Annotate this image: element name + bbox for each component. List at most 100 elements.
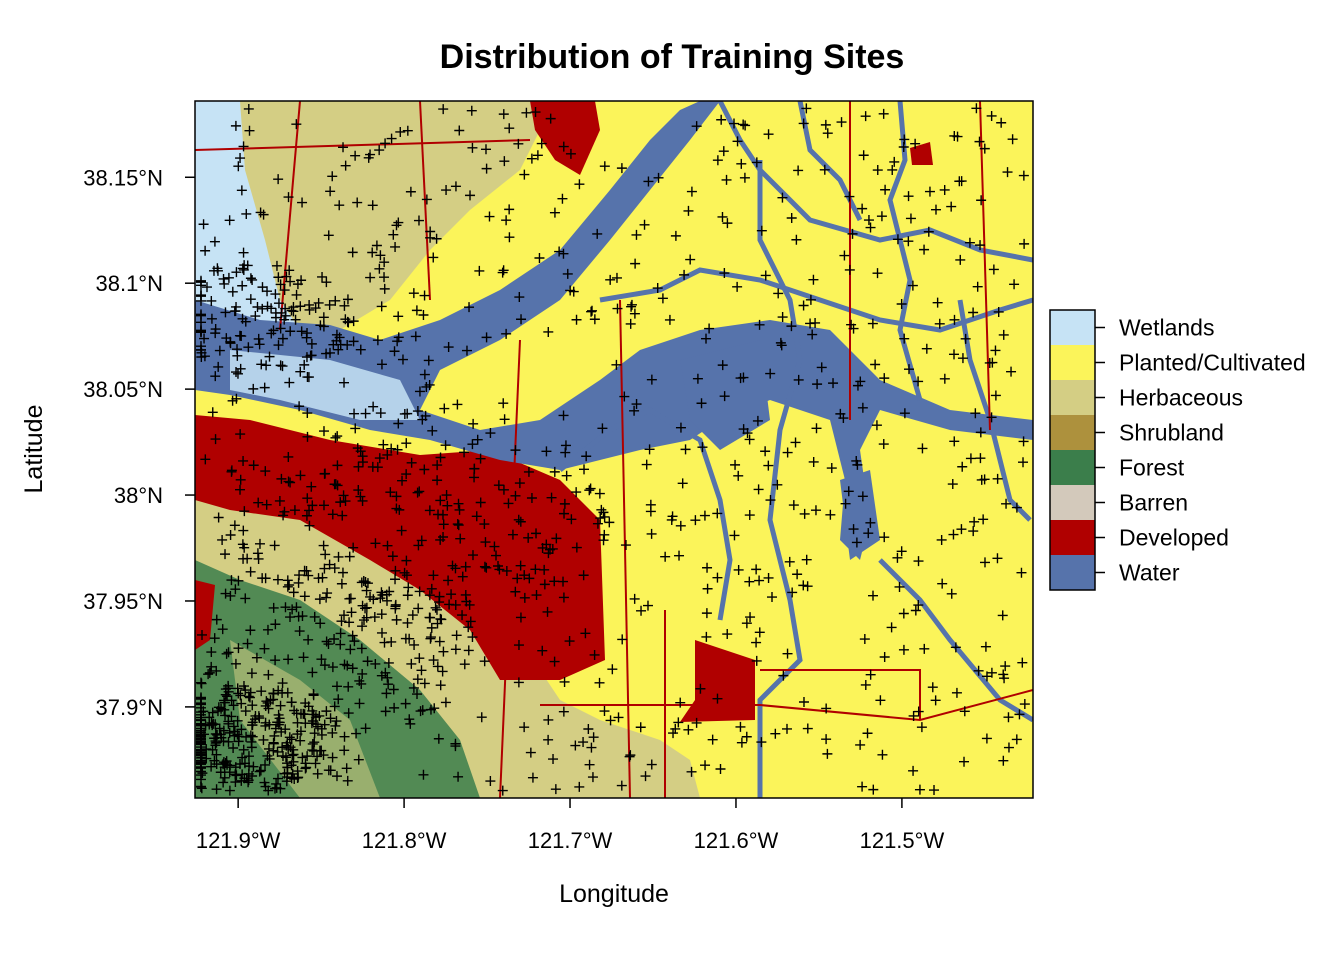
training-site-marker	[302, 372, 313, 383]
legend-label: Developed	[1119, 525, 1229, 551]
training-site-marker	[303, 634, 314, 645]
training-site-marker	[346, 607, 357, 618]
training-site-marker	[880, 184, 891, 195]
training-site-marker	[424, 590, 435, 601]
training-site-marker	[220, 758, 231, 769]
training-site-marker	[197, 768, 208, 779]
training-site-marker	[564, 636, 575, 647]
training-site-marker	[594, 488, 605, 499]
training-site-marker	[357, 495, 368, 506]
training-site-marker	[379, 637, 390, 648]
training-site-marker	[350, 150, 361, 161]
training-site-marker	[437, 666, 448, 677]
training-site-marker	[300, 718, 311, 729]
training-site-marker	[323, 765, 334, 776]
training-site-marker	[485, 428, 496, 439]
training-site-marker	[1018, 436, 1029, 447]
training-site-marker	[927, 682, 938, 693]
training-site-marker	[283, 192, 294, 203]
training-site-marker	[558, 576, 569, 587]
training-site-marker	[203, 669, 214, 680]
training-site-marker	[268, 694, 279, 705]
training-site-marker	[932, 297, 943, 308]
training-site-marker	[626, 299, 637, 310]
training-site-marker	[798, 300, 809, 311]
training-site-marker	[454, 504, 465, 515]
training-site-marker	[776, 340, 787, 351]
training-site-marker	[729, 530, 740, 541]
training-site-marker	[793, 374, 804, 385]
training-site-marker	[275, 360, 286, 371]
training-site-marker	[930, 695, 941, 706]
training-site-marker	[279, 506, 290, 517]
training-site-marker	[273, 685, 284, 696]
training-site-marker	[244, 125, 255, 136]
water-sloughs	[558, 101, 1033, 798]
training-site-marker	[514, 292, 525, 303]
training-site-marker	[360, 723, 371, 734]
training-site-marker	[507, 529, 518, 540]
training-site-marker	[539, 564, 550, 575]
training-site-marker	[435, 452, 446, 463]
training-site-marker	[934, 318, 945, 329]
training-site-marker	[467, 142, 478, 153]
training-site-marker	[418, 769, 429, 780]
training-site-marker	[270, 723, 281, 734]
training-site-marker	[805, 294, 816, 305]
developed-urban-region	[195, 415, 605, 680]
training-site-marker	[447, 560, 458, 571]
training-site-marker	[677, 478, 688, 489]
training-site-marker	[327, 727, 338, 738]
training-site-marker	[914, 784, 925, 795]
training-site-marker	[335, 339, 346, 350]
training-site-marker	[466, 105, 477, 116]
training-site-marker	[233, 688, 244, 699]
training-site-marker	[401, 438, 412, 449]
training-site-marker	[450, 644, 461, 655]
training-site-marker	[525, 747, 536, 758]
training-site-marker	[220, 307, 231, 318]
training-site-marker	[956, 524, 967, 535]
training-site-marker	[1009, 279, 1020, 290]
training-site-marker	[479, 656, 490, 667]
legend-swatch	[1050, 450, 1095, 485]
training-site-marker	[763, 460, 774, 471]
training-site-marker	[320, 549, 331, 560]
training-site-marker	[322, 588, 333, 599]
training-site-marker	[782, 648, 793, 659]
training-site-marker	[347, 247, 358, 258]
training-site-marker	[1014, 709, 1025, 720]
training-site-marker	[526, 153, 537, 164]
training-site-marker	[860, 679, 871, 690]
training-site-marker	[226, 711, 237, 722]
training-site-marker	[343, 708, 354, 719]
training-site-marker	[526, 493, 537, 504]
training-site-marker	[760, 446, 771, 457]
training-site-marker	[898, 644, 909, 655]
training-site-marker	[975, 427, 986, 438]
training-site-marker	[339, 610, 350, 621]
training-site-marker	[836, 117, 847, 128]
training-site-marker	[913, 706, 924, 717]
training-site-marker	[469, 472, 480, 483]
training-site-marker	[990, 345, 1001, 356]
training-site-marker	[908, 765, 919, 776]
training-site-marker	[913, 600, 924, 611]
training-site-marker	[413, 603, 424, 614]
training-site-marker	[254, 339, 265, 350]
training-site-marker	[878, 439, 889, 450]
training-site-marker	[975, 453, 986, 464]
training-site-marker	[494, 564, 505, 575]
training-site-marker	[330, 432, 341, 443]
training-site-marker	[898, 608, 909, 619]
training-site-marker	[235, 153, 246, 164]
training-site-marker	[277, 361, 288, 372]
training-site-marker	[1011, 502, 1022, 513]
training-site-marker	[513, 138, 524, 149]
training-site-marker	[599, 529, 610, 540]
training-site-marker	[266, 328, 277, 339]
training-site-marker	[878, 108, 889, 119]
training-site-marker	[199, 333, 210, 344]
training-site-marker	[233, 643, 244, 654]
training-site-marker	[549, 656, 560, 667]
